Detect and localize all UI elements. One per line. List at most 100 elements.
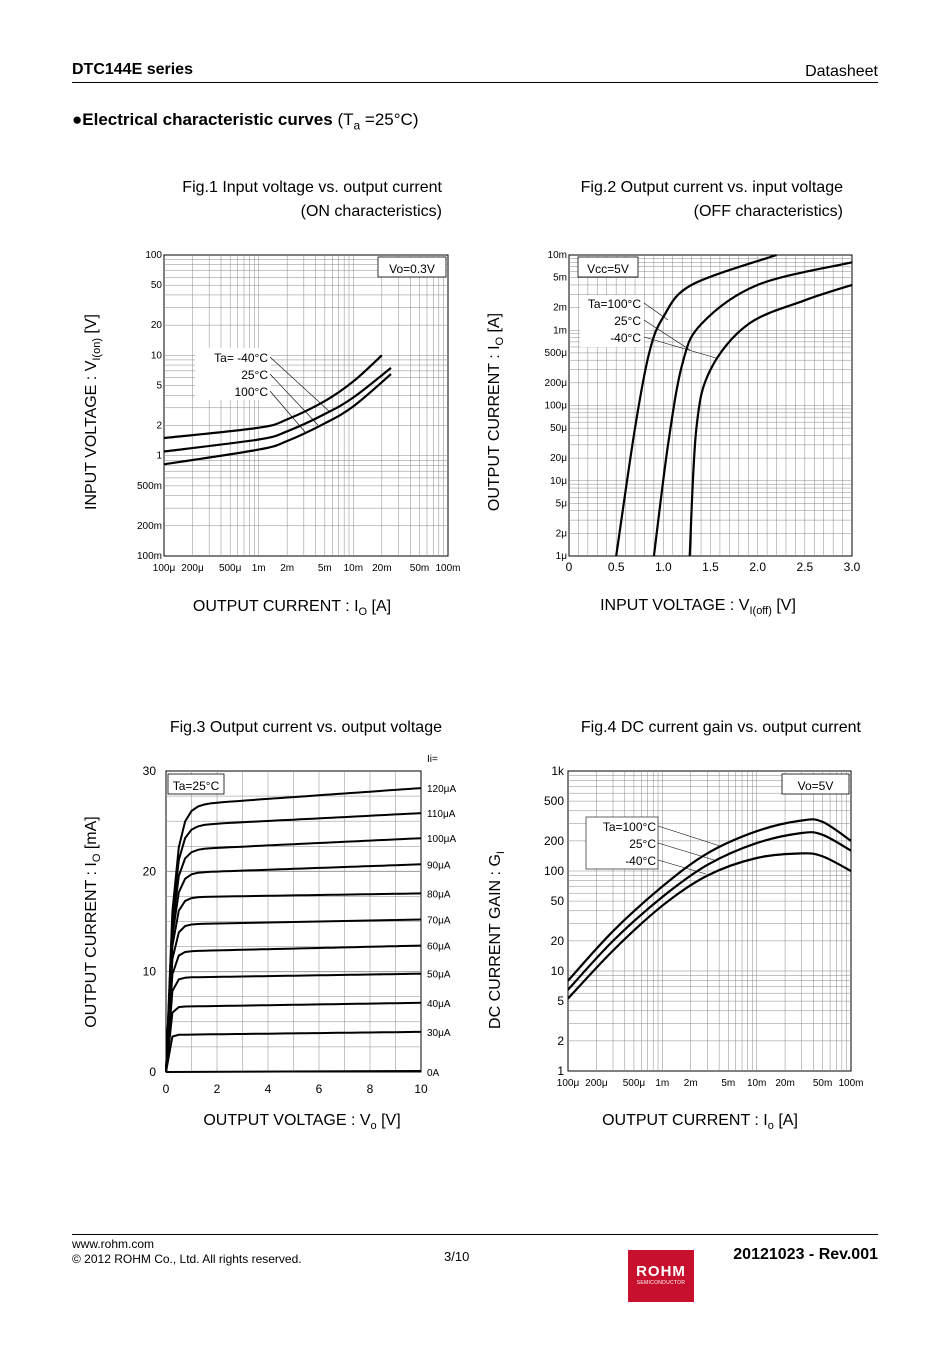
page-number: 3/10 (444, 1249, 470, 1264)
fig4-ytick: 1k (551, 764, 565, 778)
fig3-curve-label-7: 50μA (427, 970, 451, 981)
fig4-condition-box (781, 773, 850, 795)
fig2-legend-bg (580, 295, 644, 347)
fig1-xtick: 100m (435, 563, 460, 574)
fig1-ytick: 50 (151, 280, 163, 291)
section-condition: (Ta =25°C) (337, 110, 419, 133)
document-type-label: Datasheet (805, 63, 878, 80)
fig2-series-2 (688, 283, 853, 557)
fig3-curve-4 (165, 892, 422, 1073)
fig4-ytick: 100 (544, 864, 564, 878)
fig2-xtick: 1.5 (702, 560, 719, 574)
fig3-xtick: 0 (163, 1082, 170, 1096)
fig2-xtick: 1.0 (655, 560, 672, 574)
fig3-title: Fig.3 Output current vs. output voltage (169, 719, 442, 736)
fig1-ytick: 100m (137, 551, 162, 562)
fig1-xtick: 2m (280, 563, 294, 574)
fig1-legend-0: Ta= -40°C (214, 351, 268, 365)
fig4-leader (657, 842, 715, 861)
header-divider (72, 82, 878, 83)
fig3-xtick: 4 (265, 1082, 272, 1096)
fig3-curve-label-3: 90μA (427, 860, 451, 871)
fig2-ytick: 100μ (545, 401, 568, 412)
fig4-ytick: 20 (551, 934, 565, 948)
fig4-xlabel: OUTPUT CURRENT : Io [A] (602, 1112, 798, 1132)
fig4-legend-2: -40°C (625, 854, 656, 868)
fig4-xtick: 5m (721, 1078, 735, 1089)
fig2-ytick: 10m (548, 250, 567, 261)
fig3-curve-10 (165, 1070, 422, 1073)
fig4-ytick: 5 (557, 994, 564, 1008)
fig3-curve-3 (165, 863, 422, 1073)
fig2-ytick: 200μ (545, 378, 568, 389)
fig4-ytick: 200 (544, 834, 564, 848)
fig2-legend-2: -40°C (610, 331, 641, 345)
fig3-curve-2 (165, 837, 422, 1073)
fig1-xtick: 5m (318, 563, 332, 574)
fig2-xtick: 2.0 (749, 560, 766, 574)
fig1-xtick: 50m (410, 563, 429, 574)
fig3-curve-0 (165, 787, 422, 1073)
fig3-xtick: 10 (414, 1082, 428, 1096)
fig2-ytick: 2m (553, 303, 567, 314)
fig1-xtick: 500μ (219, 563, 242, 574)
fig4-legend-1: 25°C (629, 837, 656, 851)
fig3-curve-8 (165, 1001, 422, 1073)
fig1-xtick: 1m (252, 563, 266, 574)
fig2-ytick: 20μ (550, 453, 567, 464)
footer-url[interactable]: www.rohm.com (72, 1237, 155, 1251)
fig3-curve-5 (165, 918, 422, 1073)
fig1-leader (269, 356, 331, 413)
fig3-ytick: 30 (143, 764, 157, 778)
bullet-icon: ● (72, 110, 83, 129)
fig3-xlabel: OUTPUT VOLTAGE : Vo [V] (203, 1112, 400, 1132)
fig4-xtick: 50m (813, 1078, 832, 1089)
fig3-curve-label-5: 70μA (427, 915, 451, 926)
fig4-xtick: 1m (655, 1078, 669, 1089)
fig3-ylabel: OUTPUT CURRENT : IO [mA] (83, 816, 103, 1028)
fig1-title: Fig.1 Input voltage vs. output current (O… (182, 179, 442, 220)
fig1-ytick: 1 (156, 451, 162, 462)
fig1-xtick: 200μ (181, 563, 204, 574)
fig4-xtick: 200μ (585, 1078, 608, 1089)
fig1-xtick: 20m (372, 563, 391, 574)
fig2-xtick: 2.5 (796, 560, 813, 574)
fig3-xtick: 8 (367, 1082, 374, 1096)
fig3-ytick: 0 (149, 1065, 156, 1079)
fig1-ytick: 10 (151, 350, 163, 361)
fig2-title: Fig.2 Output current vs. input voltage (O… (580, 179, 843, 220)
fig3-curve-label-1: 110μA (427, 809, 456, 820)
fig3-curve-9 (165, 1030, 421, 1073)
fig1-leader (269, 390, 306, 433)
fig2-ytick: 5μ (556, 498, 568, 509)
fig2-xtick: 0.5 (608, 560, 625, 574)
footer-divider (72, 1234, 878, 1235)
fig3-curve-label-6: 60μA (427, 942, 451, 953)
fig2-xlabel: INPUT VOLTAGE : VI(off) [V] (600, 597, 796, 617)
footer-left: www.rohm.com © 2012 ROHM Co., Ltd. All r… (72, 1237, 302, 1267)
rohm-logo: ROHM SEMICONDUCTOR (628, 1250, 694, 1302)
fig4-xtick: 10m (747, 1078, 766, 1089)
fig4-ytick: 2 (557, 1034, 564, 1048)
fig1-xtick: 10m (344, 563, 363, 574)
fig2-leader (643, 336, 717, 359)
fig4-leader (657, 825, 721, 847)
fig2-series-0 (615, 253, 777, 557)
fig2-xtick: 3.0 (844, 560, 861, 574)
fig4-series-2 (567, 852, 852, 1000)
fig2-condition: Vcc=5V (587, 262, 629, 276)
fig1-legend-1: 25°C (241, 368, 268, 382)
fig1-ytick: 500m (137, 481, 162, 492)
fig3-curve-label-0: 120μA (427, 784, 456, 795)
fig4-ylabel: DC CURRENT GAIN : GI (487, 851, 507, 1029)
fig2-ylabel: OUTPUT CURRENT : IO [A] (486, 313, 506, 511)
fig2-ytick: 5m (553, 273, 567, 284)
fig2-legend-0: Ta=100°C (588, 297, 642, 311)
fig2-series-1 (652, 261, 853, 557)
fig2-xtick: 0 (566, 560, 573, 574)
fig1-ytick: 100 (145, 250, 162, 261)
fig3-ytick: 10 (143, 965, 157, 979)
fig3-condition: Ta=25°C (173, 779, 220, 793)
